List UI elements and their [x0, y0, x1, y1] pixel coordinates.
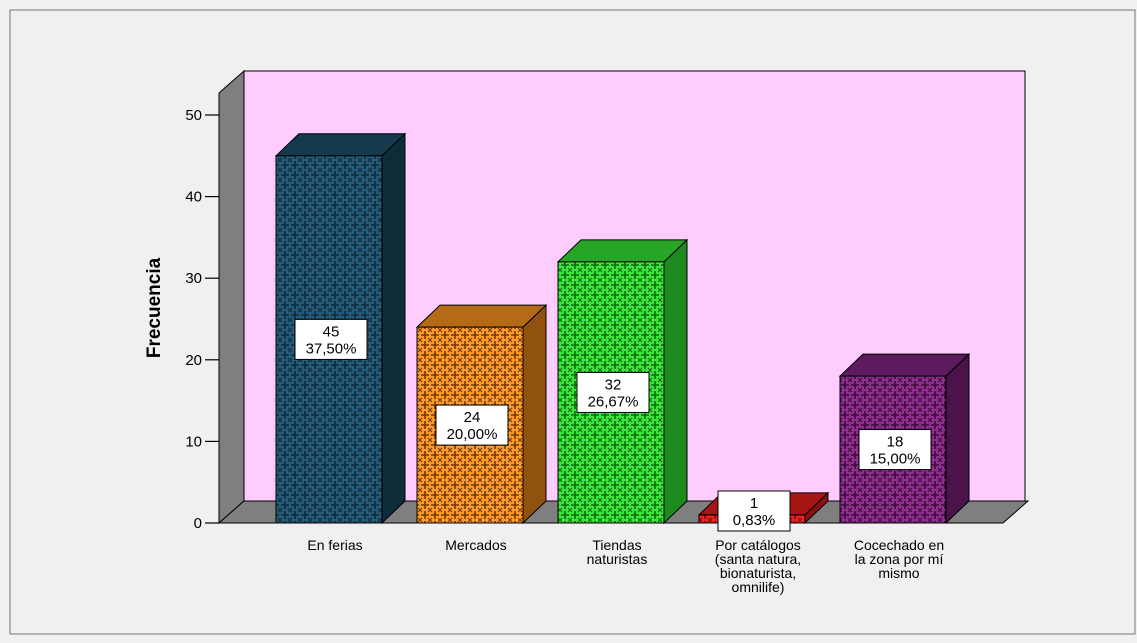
bar-top	[415, 304, 548, 328]
x-category-label: Por catálogos (santa natura, bionaturista,…	[715, 537, 801, 595]
data-label-percent: 26,67%	[588, 393, 639, 410]
x-category-label: Mercados	[445, 537, 506, 553]
x-category-label: En ferias	[307, 537, 362, 553]
data-label-value: 24	[464, 409, 481, 426]
data-label-value: 32	[605, 376, 622, 393]
data-label-value: 1	[750, 495, 758, 512]
x-category-label-line: omnilife)	[732, 579, 785, 595]
bar-side	[522, 303, 547, 525]
data-label-percent: 15,00%	[870, 451, 921, 468]
data-label-percent: 37,50%	[306, 340, 357, 357]
y-axis-title: Frecuencia	[144, 257, 165, 358]
bar-top	[274, 133, 407, 157]
bar-side	[381, 132, 406, 525]
x-category-label-line: Por catálogos	[715, 537, 801, 553]
data-label-box	[435, 404, 509, 446]
bar-top	[838, 353, 971, 377]
data-label-box	[576, 371, 650, 413]
x-category-label-line: Cocechado en	[854, 537, 944, 553]
y-tick-label: 50	[185, 107, 202, 124]
bar-side	[945, 352, 970, 525]
x-category-label-line: En ferias	[307, 537, 362, 553]
plot-left-wall	[218, 69, 245, 525]
chart-frame	[9, 9, 1136, 635]
y-tick-label: 30	[185, 270, 202, 287]
bar-side	[663, 238, 688, 525]
bar-top	[556, 239, 689, 263]
x-category-label-line: naturistas	[587, 551, 648, 567]
y-tick-label: 0	[194, 515, 202, 532]
x-category-label-line: Tiendas	[592, 537, 641, 553]
x-category-label-line: mismo	[878, 565, 919, 581]
data-label-box	[717, 490, 791, 532]
data-label-value: 45	[323, 323, 340, 340]
data-label-box	[858, 429, 932, 471]
x-category-label: Tiendas naturistas	[587, 537, 648, 567]
x-category-label: Cocechado en la zona por mí mismo	[854, 537, 944, 581]
x-category-label-line: (santa natura,	[715, 551, 801, 567]
data-label: 10,83%	[717, 490, 791, 532]
x-category-label-line: la zona por mí	[855, 551, 944, 567]
x-category-label-line: Mercados	[445, 537, 506, 553]
data-label-percent: 20,00%	[447, 426, 498, 443]
y-tick-label: 20	[185, 352, 202, 369]
y-tick-label: 10	[185, 433, 202, 450]
data-label-box	[294, 318, 368, 360]
y-tick-label: 40	[185, 189, 202, 206]
x-category-label-line: bionaturista,	[720, 565, 796, 581]
data-label-value: 18	[887, 434, 904, 451]
data-label-percent: 0,83%	[733, 512, 776, 529]
